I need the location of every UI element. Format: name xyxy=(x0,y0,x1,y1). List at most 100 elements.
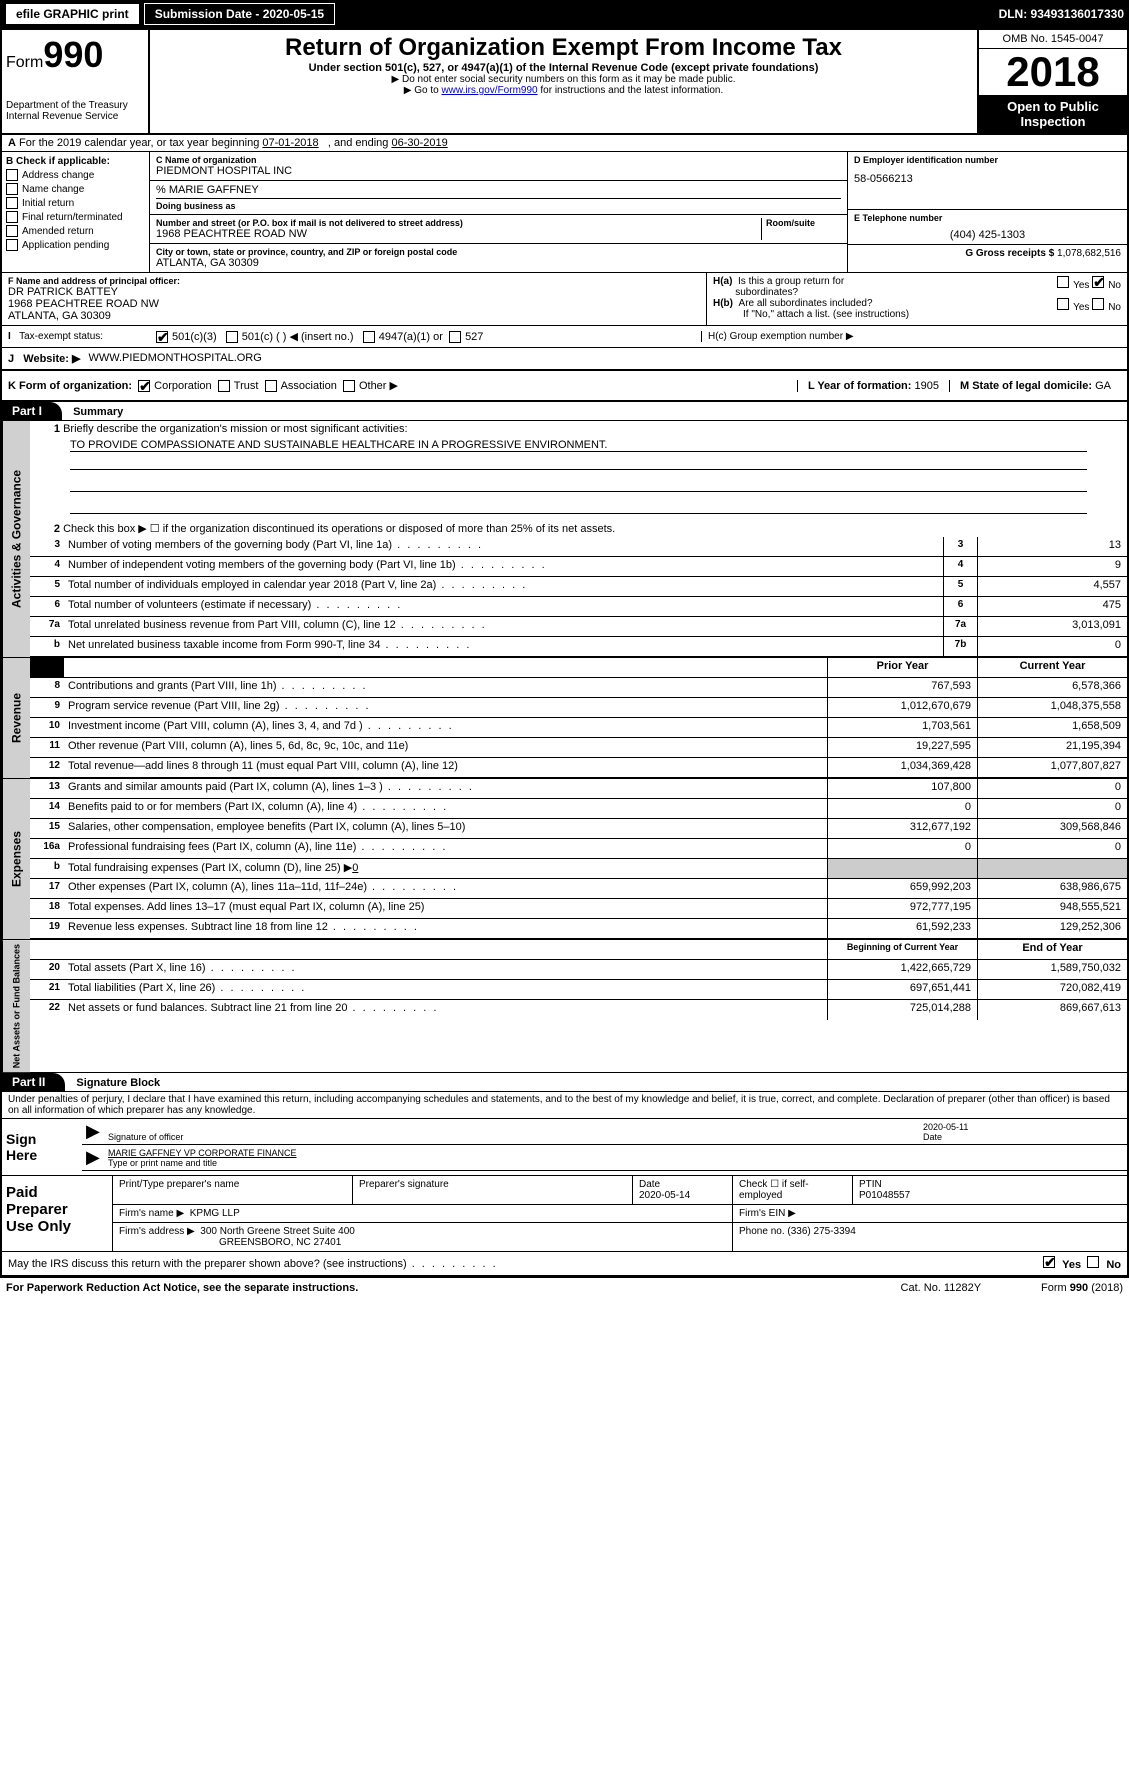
gross-receipts: G Gross receipts $ 1,078,682,516 xyxy=(848,244,1127,262)
chk-assoc[interactable] xyxy=(265,380,277,392)
line15-text: Salaries, other compensation, employee b… xyxy=(64,819,827,838)
city-state-zip: ATLANTA, GA 30309 xyxy=(156,257,841,269)
discuss-question: May the IRS discuss this return with the… xyxy=(8,1258,498,1270)
officer-name: DR PATRICK BATTEY xyxy=(8,286,700,298)
perjury-text: Under penalties of perjury, I declare th… xyxy=(2,1092,1127,1118)
firm-address: Firm's address ▶ 300 North Greene Street… xyxy=(113,1223,733,1251)
ein-value: 58-0566213 xyxy=(854,173,1121,185)
line1-text: Briefly describe the organization's miss… xyxy=(63,423,407,435)
self-employed-check[interactable]: Check ☐ if self-employed xyxy=(733,1176,853,1204)
firm-phone: Phone no. (336) 275-3394 xyxy=(733,1223,1127,1251)
pra-notice: For Paperwork Reduction Act Notice, see … xyxy=(6,1282,358,1294)
line8-text: Contributions and grants (Part VIII, lin… xyxy=(64,678,827,697)
note-ssn: ▶ Do not enter social security numbers o… xyxy=(154,74,973,85)
line17-text: Other expenses (Part IX, column (A), lin… xyxy=(64,879,827,898)
line10-text: Investment income (Part VIII, column (A)… xyxy=(64,718,827,737)
dba-label: Doing business as xyxy=(156,198,841,211)
chk-name-change[interactable]: Name change xyxy=(6,183,145,195)
line6-val: 475 xyxy=(977,597,1127,616)
line7a-text: Total unrelated business revenue from Pa… xyxy=(64,617,943,636)
chk-amended[interactable]: Amended return xyxy=(6,225,145,237)
state-domicile: M State of legal domicile: GA xyxy=(949,380,1121,392)
note-link: ▶ Go to www.irs.gov/Form990 for instruct… xyxy=(154,85,973,96)
side-governance: Activities & Governance xyxy=(2,421,30,657)
street-address: 1968 PEACHTREE ROAD NW xyxy=(156,228,761,240)
part1-title: Summary xyxy=(65,406,123,418)
sig-date-label: Date xyxy=(923,1132,942,1142)
org-name-label: C Name of organization xyxy=(156,155,841,165)
form-header: Form990 Department of the TreasuryIntern… xyxy=(2,30,1127,135)
submission-date-button[interactable]: Submission Date - 2020-05-15 xyxy=(144,3,335,25)
firm-name: Firm's name ▶ KPMG LLP xyxy=(113,1205,733,1222)
current-year-hdr: Current Year xyxy=(977,658,1127,677)
line5-text: Total number of individuals employed in … xyxy=(64,577,943,596)
line22-text: Net assets or fund balances. Subtract li… xyxy=(64,1000,827,1020)
line2-text: Check this box ▶ ☐ if the organization d… xyxy=(63,523,615,535)
part2-header: Part II xyxy=(2,1073,65,1091)
chk-trust[interactable] xyxy=(218,380,230,392)
line3-val: 13 xyxy=(977,537,1127,556)
korg-label: K Form of organization: xyxy=(8,380,132,392)
form-number: Form990 xyxy=(6,34,144,76)
top-toolbar: efile GRAPHIC print Submission Date - 20… xyxy=(0,0,1129,28)
discuss-no-check[interactable] xyxy=(1087,1256,1099,1268)
chk-application-pending[interactable]: Application pending xyxy=(6,239,145,251)
form-container: Form990 Department of the TreasuryIntern… xyxy=(0,28,1129,1277)
line7b-val: 0 xyxy=(977,637,1127,656)
sign-here-label: SignHere xyxy=(2,1119,82,1175)
care-of: % MARIE GAFFNEY xyxy=(156,184,841,196)
chk-final-return[interactable]: Final return/terminated xyxy=(6,211,145,223)
tax-year: 2018 xyxy=(979,49,1127,95)
line21-text: Total liabilities (Part X, line 26) xyxy=(64,980,827,999)
discuss-yes-check[interactable] xyxy=(1043,1256,1055,1268)
end-year-hdr: End of Year xyxy=(977,940,1127,959)
cat-number: Cat. No. 11282Y xyxy=(901,1282,982,1294)
hc-line: H(c) Group exemption number ▶ xyxy=(701,331,1121,342)
line13-text: Grants and similar amounts paid (Part IX… xyxy=(64,779,827,798)
chk-other[interactable] xyxy=(343,380,355,392)
prior-year-hdr: Prior Year xyxy=(827,658,977,677)
line19-text: Revenue less expenses. Subtract line 18 … xyxy=(64,919,827,938)
line4-text: Number of independent voting members of … xyxy=(64,557,943,576)
officer-print-name: MARIE GAFFNEY VP CORPORATE FINANCE xyxy=(108,1148,297,1158)
period-line: A A For the 2019 calendar year, or tax y… xyxy=(2,135,1127,152)
mission-text: TO PROVIDE COMPASSIONATE AND SUSTAINABLE… xyxy=(70,439,1087,452)
part2-title: Signature Block xyxy=(68,1077,160,1089)
line14-text: Benefits paid to or for members (Part IX… xyxy=(64,799,827,818)
block-b: B Check if applicable: Address change Na… xyxy=(2,152,150,272)
officer-addr1: 1968 PEACHTREE ROAD NW xyxy=(8,298,700,310)
line11-text: Other revenue (Part VIII, column (A), li… xyxy=(64,738,827,757)
efile-button[interactable]: efile GRAPHIC print xyxy=(5,3,140,25)
addr-label: Number and street (or P.O. box if mail i… xyxy=(156,218,761,228)
ptin: PTINP01048557 xyxy=(853,1176,1127,1204)
omb-number: OMB No. 1545-0047 xyxy=(979,30,1127,49)
chk-address-change[interactable]: Address change xyxy=(6,169,145,181)
line3-text: Number of voting members of the governin… xyxy=(64,537,943,556)
chk-527[interactable] xyxy=(449,331,461,343)
chk-corp[interactable] xyxy=(138,380,150,392)
line4-val: 9 xyxy=(977,557,1127,576)
chk-501c[interactable] xyxy=(226,331,238,343)
open-public: Open to Public Inspection xyxy=(979,95,1127,133)
firm-ein: Firm's EIN ▶ xyxy=(733,1205,1127,1222)
prep-date: Date2020-05-14 xyxy=(633,1176,733,1204)
form-subtitle: Under section 501(c), 527, or 4947(a)(1)… xyxy=(154,62,973,74)
begin-year-hdr: Beginning of Current Year xyxy=(827,940,977,959)
line12-text: Total revenue—add lines 8 through 11 (mu… xyxy=(64,758,827,777)
irs-link[interactable]: www.irs.gov/Form990 xyxy=(441,85,537,96)
ha-line: H(a) Is this a group return for Yes No s… xyxy=(713,276,1121,298)
line20-text: Total assets (Part X, line 16) xyxy=(64,960,827,979)
officer-label: F Name and address of principal officer: xyxy=(8,276,700,286)
chk-501c3[interactable] xyxy=(156,331,168,343)
chk-4947[interactable] xyxy=(363,331,375,343)
line16a-text: Professional fundraising fees (Part IX, … xyxy=(64,839,827,858)
tel-label: E Telephone number xyxy=(854,213,1121,223)
type-name-label: Type or print name and title xyxy=(108,1158,217,1168)
prep-sig-label: Preparer's signature xyxy=(353,1176,633,1204)
sig-date: 2020-05-11 xyxy=(923,1122,968,1132)
arrow-icon: ▶ xyxy=(86,1147,108,1168)
line7a-val: 3,013,091 xyxy=(977,617,1127,636)
chk-initial-return[interactable]: Initial return xyxy=(6,197,145,209)
tel-value: (404) 425-1303 xyxy=(854,229,1121,241)
hb-line: H(b) Are all subordinates included?Yes N… xyxy=(713,298,1121,309)
